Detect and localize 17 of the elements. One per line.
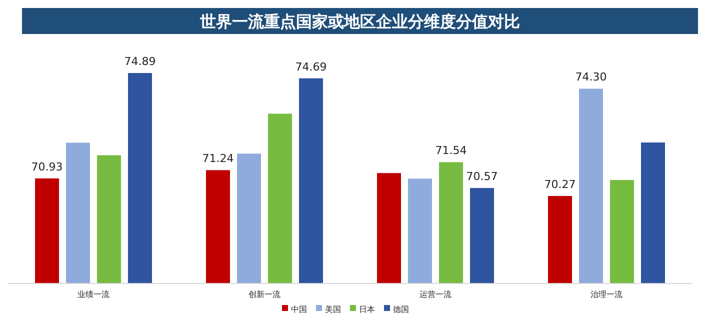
- x-tick-label: 创新一流: [248, 290, 280, 299]
- legend-label: 中国: [291, 305, 307, 314]
- x-tick-label: 治理一流: [590, 290, 622, 299]
- data-label: 71.54: [435, 144, 467, 158]
- x-tick-label: 业绩一流: [78, 290, 110, 299]
- legend-label: 日本: [359, 305, 375, 314]
- legend-label: 美国: [325, 305, 341, 314]
- legend-label: 德国: [393, 305, 409, 314]
- chart-title: 世界一流重点国家或地区企业分维度分值对比: [199, 12, 520, 31]
- x-tick-label: 运营一流: [420, 290, 452, 299]
- data-label: 74.30: [575, 70, 607, 84]
- data-label: 71.24: [202, 152, 234, 166]
- data-label: 74.89: [124, 55, 156, 68]
- data-label: 74.69: [295, 60, 327, 74]
- data-label: 70.27: [544, 178, 576, 191]
- data-label: 70.93: [31, 160, 63, 174]
- data-label: 70.57: [466, 170, 498, 183]
